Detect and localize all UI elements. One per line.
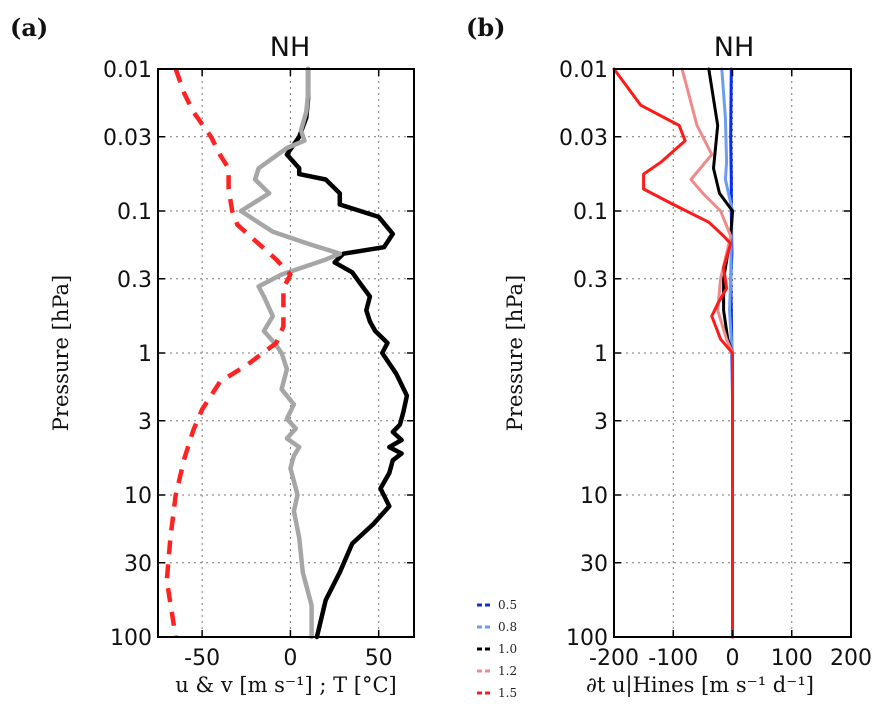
y-tick-label: 0.01 [559, 58, 608, 83]
x-axis-label: ∂t u|Hines [m s⁻¹ d⁻¹] [586, 673, 814, 698]
x-tick-label: 50 [365, 646, 393, 671]
y-tick-label: 10 [124, 484, 152, 509]
legend-label: 0.5 [498, 598, 517, 612]
x-tick-label: -200 [589, 646, 639, 671]
x-tick-label: 0 [283, 646, 297, 671]
legend-label: 0.8 [498, 620, 517, 634]
panel-title: NH [714, 32, 755, 63]
series-line-2 [164, 68, 293, 638]
series-line-1.2 [680, 67, 734, 639]
x-tick-label: 0 [726, 646, 740, 671]
y-tick-label: 0.03 [103, 126, 152, 151]
y-tick-label: 0.03 [559, 126, 608, 151]
y-tick-label: 100 [566, 626, 608, 651]
x-tick-label: 100 [771, 646, 813, 671]
panel-title: NH [270, 32, 311, 63]
y-axis-label: Pressure [hPa] [503, 275, 527, 431]
y-tick-label: 30 [580, 552, 608, 577]
panel-a: -50 0 50 0.01 0.03 0.1 0.3 1 3 10 30 100 NH (a) Pressu… [10, 13, 415, 697]
legend-label: 1.5 [498, 686, 517, 700]
y-tick-label: 0.1 [117, 200, 152, 225]
x-axis-label: u & v [m s⁻¹] ; T [°C] [175, 673, 396, 697]
y-axis-label: Pressure [hPa] [49, 275, 73, 431]
series-line-1.5 [612, 67, 734, 639]
y-tick-label: 0.01 [103, 58, 152, 83]
y-tick-label: 3 [594, 410, 608, 435]
y-tick-label: 10 [580, 484, 608, 509]
x-tick-label: 200 [830, 646, 872, 671]
x-tick-label: -100 [648, 646, 698, 671]
y-tick-label: 0.3 [573, 268, 608, 293]
y-tick-label: 1 [594, 342, 608, 367]
y-tick-label: 0.3 [117, 268, 152, 293]
series-line-0 [284, 66, 410, 640]
y-tick-label: 30 [124, 552, 152, 577]
y-tick-label: 1 [138, 342, 152, 367]
x-tick-label: -50 [184, 646, 220, 671]
panel-tag: (b) [466, 13, 506, 42]
legend: 0.5 0.8 1.0 1.2 1.5 [477, 598, 517, 700]
panel-b: -200 -100 0 100 200 0.01 0.03 0.1 0.3 1 3 10 30 100 NH… [466, 13, 872, 700]
series-line-1 [238, 66, 343, 640]
panel-tag: (a) [10, 13, 48, 42]
y-tick-label: 3 [138, 410, 152, 435]
y-tick-label: 100 [110, 626, 152, 651]
legend-label: 1.0 [498, 642, 517, 656]
legend-label: 1.2 [498, 664, 517, 678]
y-tick-label: 0.1 [573, 200, 608, 225]
